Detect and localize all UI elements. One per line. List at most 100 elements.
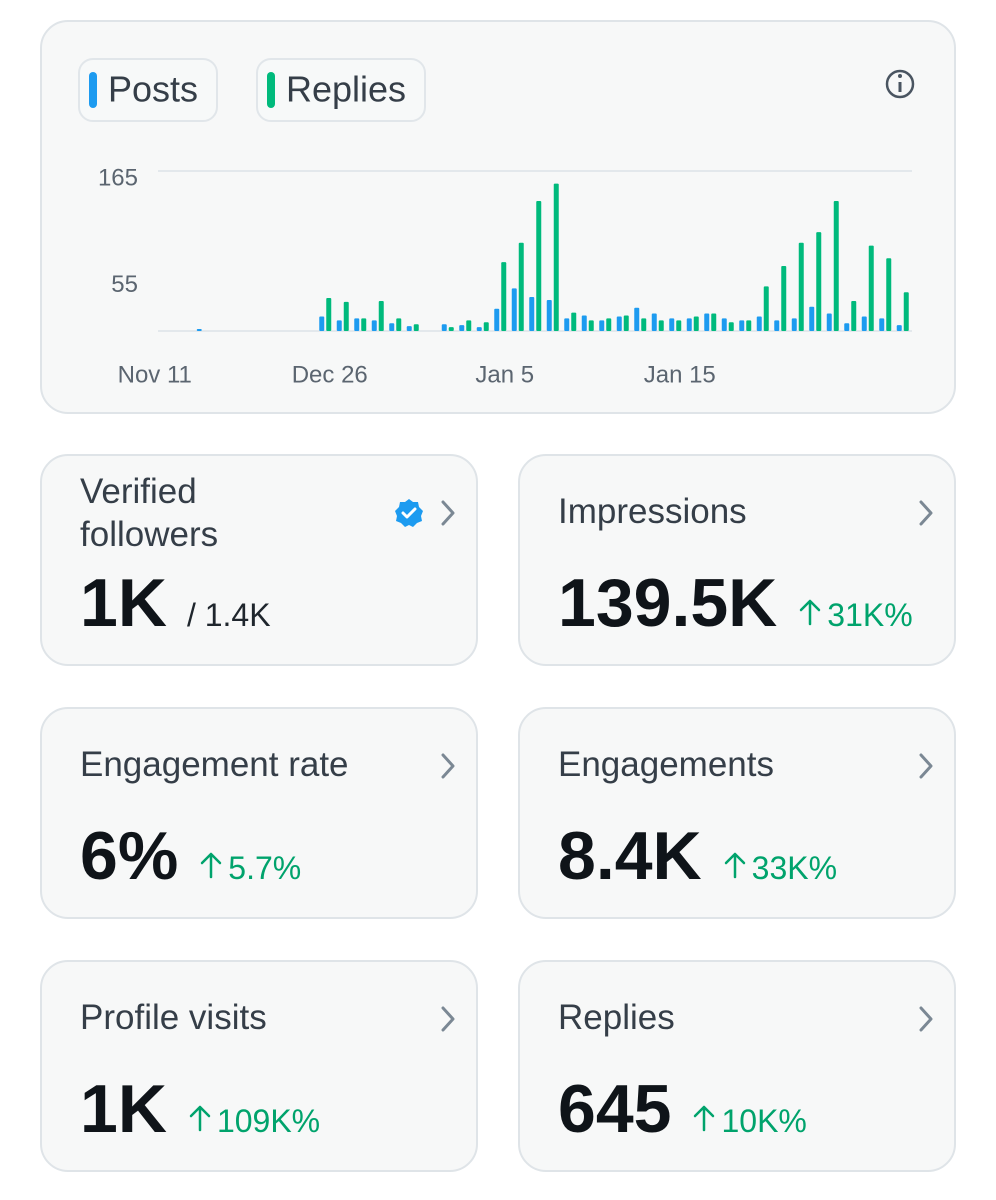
bar	[756, 316, 762, 331]
chevron	[919, 753, 933, 779]
bar	[354, 318, 360, 331]
bar	[879, 318, 885, 331]
bar	[816, 232, 822, 331]
bar	[833, 201, 839, 331]
value-text: 1K	[80, 1071, 167, 1147]
stat-card[interactable]: Engagement rate 6% 5.7%	[40, 707, 478, 919]
bar	[623, 315, 629, 331]
bar	[798, 242, 804, 331]
bar	[343, 301, 349, 331]
stat-card[interactable]: Replies 645 10K%	[518, 960, 956, 1172]
bar	[448, 327, 454, 331]
bar	[588, 320, 594, 331]
bar	[739, 320, 745, 331]
legend-chip[interactable]	[78, 58, 218, 122]
info-icon[interactable]	[885, 69, 915, 99]
bar	[669, 318, 675, 331]
bar	[903, 292, 909, 331]
change-text: 10K%	[721, 1103, 807, 1139]
bar	[781, 266, 787, 331]
bar	[826, 313, 832, 331]
chart: 55 165 Posts Replies Nov 11 Dec 26 Jan 5 Jan 15	[78, 58, 915, 388]
bar	[476, 327, 482, 331]
bar	[721, 318, 727, 331]
bar	[564, 318, 570, 331]
bar	[599, 320, 605, 331]
card-title: Profile visits	[80, 998, 267, 1037]
bar	[494, 308, 500, 331]
card-change: 10K%	[693, 1103, 807, 1140]
x-tick-label: Nov 11	[118, 361, 192, 388]
bar	[886, 258, 892, 331]
legend-label: Replies	[286, 69, 406, 110]
x-tick-label: Jan 5	[475, 361, 534, 388]
bar	[553, 183, 559, 331]
value-text: 6%	[80, 818, 179, 894]
bar	[896, 325, 902, 331]
stat-card[interactable]: Impressions 139.5K 31K%	[518, 454, 956, 666]
bar	[546, 299, 552, 331]
value-text: 645	[558, 1071, 672, 1147]
x-tick-label: Dec 26	[292, 361, 368, 388]
bar	[693, 316, 699, 331]
bar	[704, 313, 710, 331]
bar	[844, 323, 850, 331]
stat-card[interactable]: Verified followers 1K / 1.4K	[40, 454, 478, 666]
up-arrow	[189, 1105, 211, 1132]
bar	[763, 286, 769, 331]
card-title: Engagement rate	[80, 745, 349, 784]
legend-swatch	[89, 72, 97, 108]
value-text: 139.5K	[558, 565, 778, 641]
bar	[483, 322, 489, 331]
verified-badge	[395, 499, 423, 527]
change-text: 109K%	[216, 1103, 321, 1139]
bar	[361, 318, 367, 331]
bar	[466, 320, 472, 331]
card-total: / 1.4K	[186, 597, 271, 633]
bar	[641, 318, 647, 331]
bar	[606, 318, 612, 331]
card-value: 6% 5.7%	[80, 817, 301, 895]
bar	[326, 298, 332, 331]
bar	[774, 320, 780, 331]
up-arrow	[724, 852, 745, 879]
chevron	[441, 1006, 455, 1032]
chevron	[441, 500, 455, 526]
stat-card[interactable]: Engagements 8.4K 33K%	[518, 707, 956, 919]
card-value: 645 10K%	[558, 1070, 807, 1148]
bar	[319, 316, 325, 331]
change-text: 5.7%	[228, 850, 302, 886]
legend-swatch	[267, 72, 275, 108]
bar	[861, 316, 867, 331]
bar	[809, 306, 815, 331]
bar	[413, 324, 419, 331]
card-change: 109K%	[189, 1103, 320, 1140]
bar	[746, 320, 752, 331]
bar	[616, 316, 622, 331]
card-value: 1K 109K%	[80, 1070, 320, 1148]
bar	[686, 318, 692, 331]
change-text: 33K%	[751, 850, 838, 886]
x-tick-label: Jan 15	[644, 361, 716, 388]
legend-chip[interactable]	[256, 58, 426, 122]
card-title: Replies	[558, 998, 675, 1037]
bar	[336, 320, 342, 331]
bar	[868, 245, 874, 331]
value-text: 1K	[80, 565, 167, 641]
y-tick-label: 165	[98, 164, 138, 191]
value-text: 8.4K	[558, 818, 702, 894]
y-tick-label: 55	[111, 271, 138, 298]
up-arrow	[694, 1105, 715, 1132]
stat-card[interactable]: Profile visits 1K 109K%	[40, 960, 478, 1172]
bar	[728, 322, 734, 331]
bar	[571, 312, 577, 331]
card-title: Engagements	[558, 745, 774, 784]
bar	[371, 320, 377, 331]
chevron	[919, 500, 933, 526]
bar	[581, 315, 587, 331]
change-text: 31K%	[827, 597, 913, 633]
bar	[658, 320, 664, 331]
bar	[851, 300, 857, 331]
card-title: Impressions	[558, 492, 747, 531]
